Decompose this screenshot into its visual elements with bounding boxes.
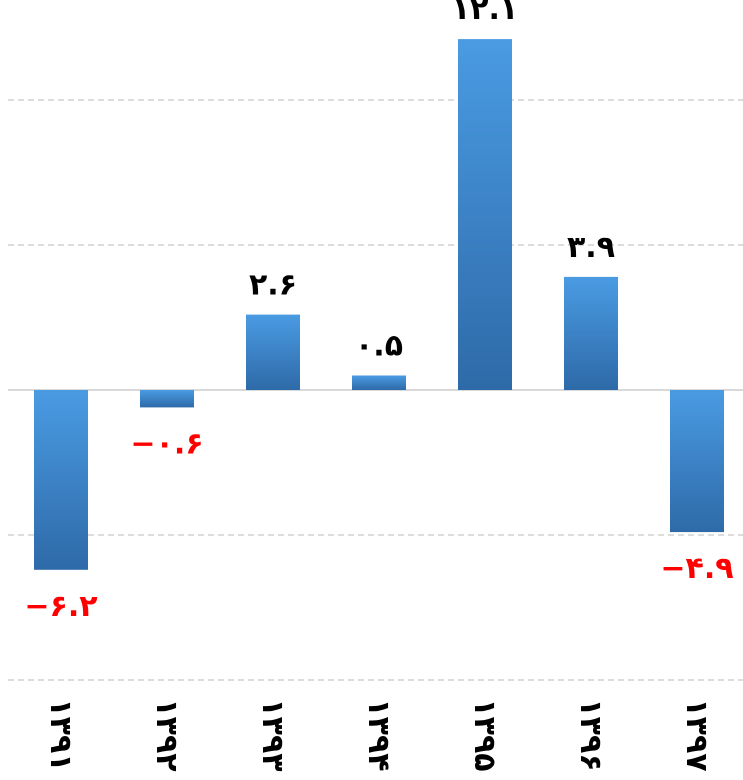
data-label-1: −۶.۲	[24, 589, 97, 624]
data-label-6: ۳.۹	[567, 230, 615, 265]
x-tick-label-1: ۱۳۹۱	[43, 698, 78, 771]
bar-6	[564, 276, 618, 390]
x-tick-labels: ۱۳۹۱ ۱۳۹۲ ۱۳۹۳ ۱۳۹۴ ۱۳۹۵ ۱۳۹۶ ۱۳۹۷	[43, 698, 714, 771]
x-tick-label-2: ۱۳۹۲	[149, 698, 184, 771]
bar-7	[670, 390, 724, 533]
data-label-3: ۲.۶	[249, 268, 297, 303]
data-label-5: ۱۲.۱	[452, 0, 518, 27]
x-tick-label-3: ۱۳۹۳	[255, 698, 290, 771]
data-labels: −۶.۲ −۰.۶ ۲.۶ ۰.۵ ۱۲.۱ ۳.۹ −۴.۹	[24, 0, 733, 624]
x-tick-label-5: ۱۳۹۵	[467, 698, 502, 771]
data-label-4: ۰.۵	[355, 329, 403, 364]
x-tick-label-4: ۱۳۹۴	[361, 698, 396, 771]
bar-4	[352, 375, 406, 390]
bar-1	[34, 390, 88, 570]
bars	[34, 39, 724, 570]
bar-2	[140, 390, 194, 408]
data-label-2: −۰.۶	[130, 426, 203, 461]
bar-3	[246, 314, 300, 390]
bar-5	[458, 39, 512, 390]
x-tick-label-6: ۱۳۹۶	[573, 698, 608, 771]
data-label-7: −۴.۹	[660, 551, 733, 586]
x-tick-label-7: ۱۳۹۷	[679, 698, 714, 771]
